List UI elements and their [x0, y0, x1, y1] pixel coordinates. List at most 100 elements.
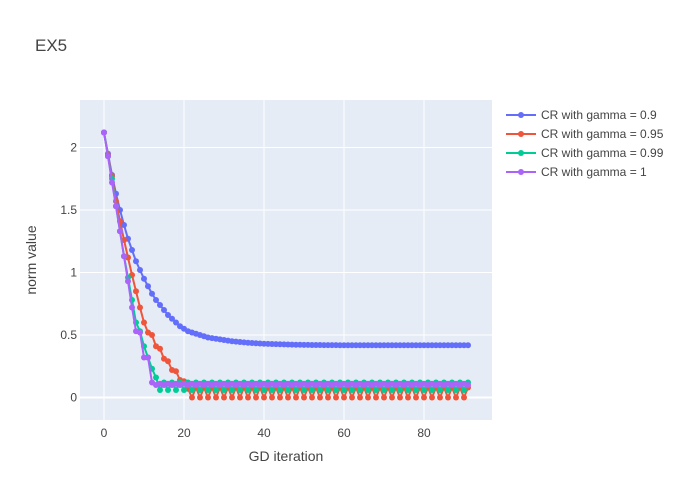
data-point[interactable]	[277, 387, 283, 393]
data-point[interactable]	[397, 394, 403, 401]
data-point[interactable]	[269, 387, 275, 393]
data-point[interactable]	[445, 394, 451, 401]
data-point[interactable]	[325, 394, 331, 401]
data-point[interactable]	[109, 179, 115, 186]
data-point[interactable]	[333, 394, 339, 401]
data-point[interactable]	[145, 354, 151, 361]
data-point[interactable]	[121, 253, 127, 260]
data-point[interactable]	[381, 387, 387, 393]
data-point[interactable]	[229, 394, 235, 401]
series-1[interactable]	[101, 129, 471, 349]
data-point[interactable]	[153, 297, 159, 303]
data-point[interactable]	[145, 283, 151, 290]
data-point[interactable]	[173, 368, 179, 375]
data-point[interactable]	[429, 387, 435, 393]
data-point[interactable]	[301, 387, 307, 393]
data-point[interactable]	[357, 387, 363, 393]
data-point[interactable]	[465, 382, 471, 388]
data-point[interactable]	[173, 319, 179, 326]
data-point[interactable]	[205, 387, 211, 393]
data-point[interactable]	[189, 387, 195, 393]
data-point[interactable]	[405, 394, 411, 401]
data-point[interactable]	[421, 394, 427, 401]
data-point[interactable]	[365, 394, 371, 401]
legend-item[interactable]: CR with gamma = 0.99	[506, 146, 664, 160]
data-point[interactable]	[293, 387, 299, 393]
data-point[interactable]	[429, 394, 435, 401]
data-point[interactable]	[197, 394, 203, 401]
data-point[interactable]	[317, 387, 323, 393]
data-point[interactable]	[317, 394, 323, 401]
data-point[interactable]	[205, 394, 211, 401]
data-point[interactable]	[405, 387, 411, 393]
data-point[interactable]	[413, 394, 419, 401]
data-point[interactable]	[229, 387, 235, 393]
data-point[interactable]	[157, 345, 163, 352]
data-point[interactable]	[137, 267, 143, 273]
data-point[interactable]	[253, 387, 259, 393]
data-point[interactable]	[349, 387, 355, 393]
data-point[interactable]	[421, 387, 427, 393]
data-point[interactable]	[373, 387, 379, 393]
data-point[interactable]	[389, 387, 395, 393]
data-point[interactable]	[285, 387, 291, 393]
data-point[interactable]	[333, 387, 339, 393]
data-point[interactable]	[157, 387, 163, 393]
data-point[interactable]	[253, 394, 259, 401]
data-point[interactable]	[309, 394, 315, 401]
legend-item[interactable]: CR with gamma = 0.9	[506, 108, 657, 122]
series-4[interactable]	[101, 129, 471, 389]
data-point[interactable]	[413, 387, 419, 393]
data-point[interactable]	[129, 304, 135, 311]
data-point[interactable]	[261, 394, 267, 401]
data-point[interactable]	[101, 129, 107, 136]
data-point[interactable]	[237, 387, 243, 393]
data-point[interactable]	[181, 387, 187, 393]
data-point[interactable]	[373, 394, 379, 401]
data-point[interactable]	[301, 394, 307, 401]
data-point[interactable]	[165, 358, 171, 365]
data-point[interactable]	[197, 387, 203, 393]
data-point[interactable]	[437, 387, 443, 393]
data-point[interactable]	[453, 394, 459, 401]
data-point[interactable]	[221, 387, 227, 393]
data-point[interactable]	[285, 394, 291, 401]
data-point[interactable]	[213, 387, 219, 393]
data-point[interactable]	[245, 394, 251, 401]
data-point[interactable]	[381, 394, 387, 401]
data-point[interactable]	[453, 387, 459, 393]
data-point[interactable]	[137, 329, 143, 336]
data-point[interactable]	[149, 332, 155, 338]
data-point[interactable]	[461, 394, 467, 401]
data-point[interactable]	[341, 387, 347, 393]
data-point[interactable]	[133, 258, 139, 265]
legend-item[interactable]: CR with gamma = 1	[506, 165, 647, 179]
data-point[interactable]	[173, 387, 179, 393]
data-point[interactable]	[293, 394, 299, 401]
data-point[interactable]	[133, 288, 139, 295]
data-point[interactable]	[357, 394, 363, 401]
data-point[interactable]	[189, 394, 195, 401]
data-point[interactable]	[141, 275, 147, 282]
data-point[interactable]	[269, 394, 275, 401]
data-point[interactable]	[349, 394, 355, 401]
data-point[interactable]	[165, 312, 171, 318]
data-point[interactable]	[213, 394, 219, 401]
data-point[interactable]	[121, 222, 127, 228]
data-point[interactable]	[445, 387, 451, 393]
data-point[interactable]	[105, 153, 111, 160]
legend-item[interactable]: CR with gamma = 0.95	[506, 127, 664, 141]
data-point[interactable]	[165, 387, 171, 393]
data-point[interactable]	[277, 394, 283, 401]
data-point[interactable]	[465, 342, 471, 349]
data-point[interactable]	[129, 247, 135, 253]
data-point[interactable]	[117, 228, 123, 235]
data-point[interactable]	[461, 387, 467, 393]
data-point[interactable]	[157, 302, 163, 308]
data-point[interactable]	[389, 394, 395, 401]
data-point[interactable]	[149, 290, 155, 297]
data-point[interactable]	[365, 387, 371, 393]
data-point[interactable]	[161, 307, 167, 313]
data-point[interactable]	[437, 394, 443, 401]
data-point[interactable]	[309, 387, 315, 393]
